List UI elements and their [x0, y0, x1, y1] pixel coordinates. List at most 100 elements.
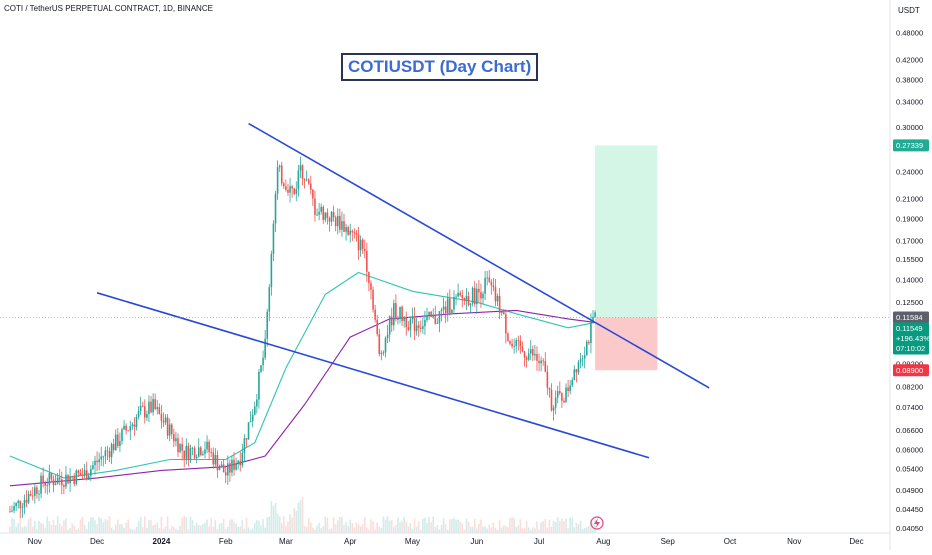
- volume-bar: [328, 528, 331, 533]
- candle-body: [90, 468, 92, 476]
- candle-body: [339, 215, 341, 230]
- candle-body: [121, 429, 123, 442]
- position-zones: [595, 145, 658, 371]
- volume-bar: [465, 518, 468, 533]
- volume-bar: [540, 522, 542, 533]
- candle-body: [316, 214, 318, 216]
- candle-body: [550, 389, 553, 411]
- candle-body: [297, 170, 300, 190]
- volume-bar: [451, 519, 453, 533]
- volume-bar: [206, 519, 208, 533]
- volume-bar: [216, 529, 219, 533]
- candle-body: [403, 317, 405, 322]
- candle-body: [231, 459, 233, 473]
- candle-body: [473, 287, 476, 305]
- candle-body: [366, 250, 368, 272]
- candle-body: [283, 183, 285, 187]
- price-tick-label: 0.17000: [896, 237, 923, 246]
- candle-body: [540, 360, 542, 364]
- candle-body: [380, 352, 383, 355]
- candle-body: [71, 476, 73, 477]
- candle-body: [100, 456, 103, 460]
- volume-bar: [336, 520, 339, 533]
- candle-body: [434, 314, 437, 324]
- descending-resistance-line: [248, 122, 710, 389]
- volume-bar: [77, 528, 80, 533]
- candle-body: [170, 424, 173, 435]
- candle-body: [235, 464, 237, 470]
- time-axis[interactable]: Nov Dec 2024 Feb Mar Apr May Jun Jul Aug Sep Oct Nov…: [0, 532, 890, 546]
- volume-bar: [318, 522, 320, 533]
- volume-bar: [131, 529, 134, 533]
- volume-bar: [442, 518, 445, 533]
- candle-body: [424, 320, 426, 327]
- candle-body: [65, 474, 67, 487]
- price-tick-label: 0.04900: [896, 486, 923, 495]
- volume-bar: [529, 529, 532, 533]
- candle-body: [83, 470, 86, 476]
- volume-bar: [148, 520, 150, 533]
- volume-bar: [40, 523, 42, 533]
- volume-bar: [23, 526, 26, 533]
- volume-bar: [395, 525, 397, 533]
- volume-bar: [65, 518, 67, 533]
- volume-bar: [320, 528, 322, 533]
- volume-bar: [133, 529, 136, 533]
- volume-bar: [554, 521, 557, 533]
- candle-body: [129, 425, 132, 431]
- lightning-icon[interactable]: [590, 516, 604, 530]
- candle-body: [436, 323, 439, 324]
- volume-bar: [345, 522, 347, 533]
- candle-body: [202, 453, 204, 455]
- candle-body: [532, 349, 534, 356]
- candle-body: [523, 351, 526, 358]
- volume-bar: [61, 526, 63, 533]
- candle-body: [166, 417, 169, 436]
- candle-body: [87, 475, 90, 480]
- candle-body: [519, 340, 522, 347]
- price-axis[interactable]: USDT 0.48000 0.42000 0.38000 0.34000 0.30000 0…: [889, 0, 932, 550]
- candle-body: [156, 407, 159, 410]
- candle-body: [521, 346, 524, 352]
- candle-body: [324, 212, 327, 220]
- candle-body: [314, 198, 316, 215]
- candle-body: [322, 206, 325, 220]
- volume-bar: [305, 527, 308, 533]
- volume-bar: [46, 516, 49, 533]
- candle-body: [295, 189, 298, 194]
- candle-body: [69, 476, 71, 484]
- volume-bar: [25, 526, 28, 533]
- volume-bar: [270, 501, 273, 533]
- candle-body: [54, 483, 57, 486]
- candle-body: [160, 413, 163, 421]
- candle-body: [563, 400, 565, 403]
- volume-bar: [38, 520, 40, 533]
- volume-bar: [224, 528, 227, 533]
- volume-bar: [17, 523, 20, 533]
- volume-bar: [168, 529, 171, 533]
- volume-bar: [146, 527, 148, 533]
- candle-body: [206, 441, 208, 450]
- last-price-tag-text: +196.43%: [896, 334, 930, 343]
- candle-body: [301, 165, 304, 179]
- candle-body: [11, 510, 13, 512]
- volume-bar: [324, 516, 327, 533]
- volume-bar: [139, 516, 142, 533]
- candle-body: [341, 221, 343, 230]
- candle-body: [511, 343, 513, 347]
- candle-body: [536, 353, 538, 361]
- volume-bar: [249, 529, 252, 533]
- candle-body: [382, 352, 385, 354]
- volume-bar: [544, 518, 547, 533]
- candle-body: [123, 425, 125, 430]
- candle-body: [525, 357, 528, 360]
- price-tick-label: 0.14000: [896, 276, 923, 285]
- candle-body: [52, 479, 55, 486]
- trendlines[interactable]: [96, 122, 710, 459]
- volume-bar: [289, 514, 291, 533]
- volume-bar: [430, 521, 432, 533]
- candle-body: [148, 401, 150, 415]
- candle-body: [318, 211, 320, 215]
